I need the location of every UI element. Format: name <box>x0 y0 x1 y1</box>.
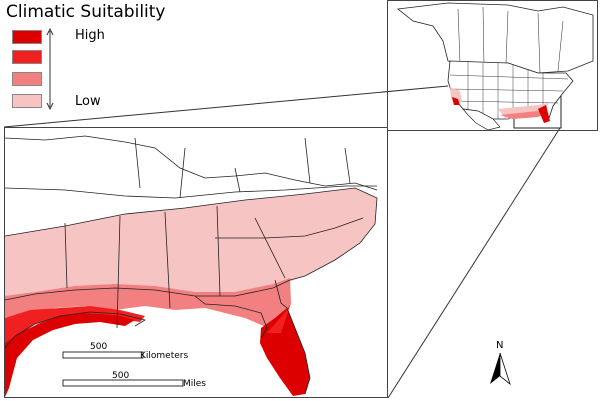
legend-title: Climatic Suitability <box>6 2 166 22</box>
main-map <box>4 127 388 398</box>
legend-high-label: High <box>75 28 105 43</box>
legend-arrow-icon <box>46 28 54 110</box>
north-arrow-label: N <box>496 340 504 351</box>
inset-map-svg <box>397 2 594 131</box>
mi-scalebar <box>62 379 184 387</box>
km-scale-unit: Kilometers <box>140 351 189 361</box>
legend-swatch-high <box>12 30 42 44</box>
km-scalebar <box>62 351 144 359</box>
mi-scale-value: 500 <box>112 371 130 381</box>
legend-swatch-mid-high <box>12 50 42 64</box>
inset-map <box>387 0 598 131</box>
km-scale-value: 500 <box>90 342 108 352</box>
legend-swatch-mid-low <box>12 72 42 86</box>
north-arrow-icon <box>490 352 511 386</box>
mi-scale-unit: Miles <box>183 379 206 389</box>
legend-swatch-low <box>12 94 42 108</box>
main-map-svg <box>4 128 387 397</box>
legend-low-label: Low <box>75 94 101 109</box>
